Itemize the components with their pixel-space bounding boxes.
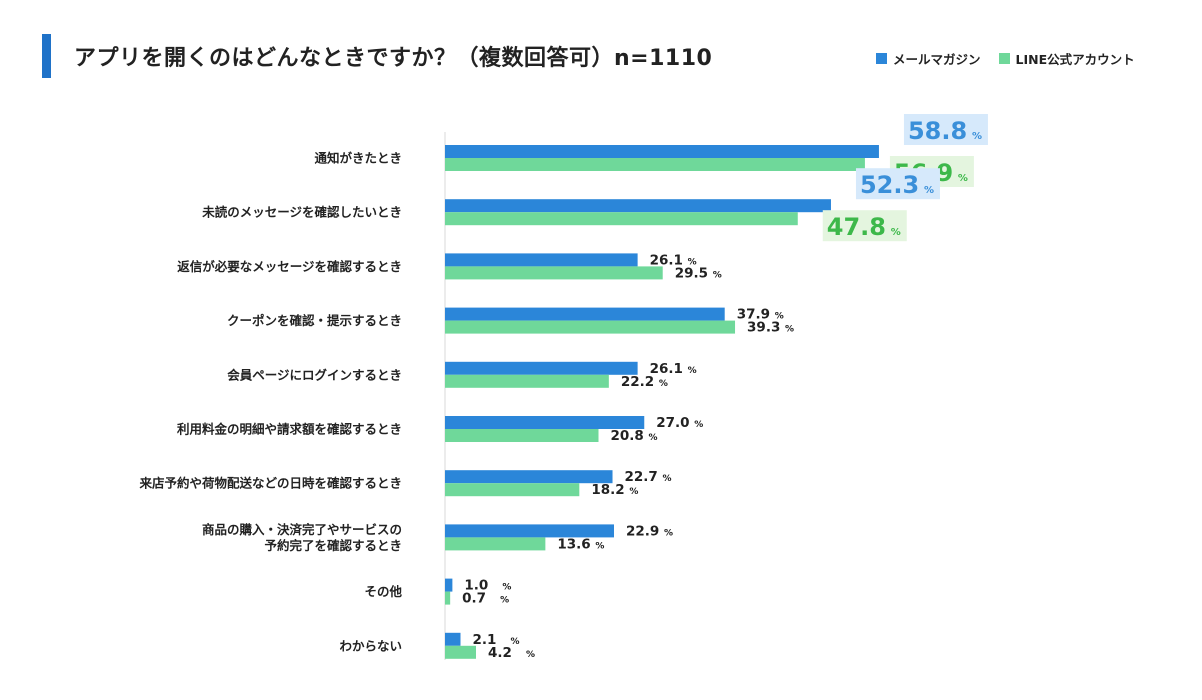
category-label: わからない (339, 638, 402, 653)
percent-sign: % (663, 474, 672, 484)
category-label: 未読のメッセージを確認したいとき (201, 205, 402, 220)
percent-sign: % (924, 185, 934, 196)
bar-mail (445, 632, 461, 646)
percent-sign: % (958, 173, 968, 184)
bar-line (445, 266, 663, 280)
value-label-mail: 27.0 (656, 415, 689, 431)
value-label-line: 4.2 (488, 645, 512, 661)
value-highlight-mail (855, 168, 940, 200)
value-highlight-mail (903, 114, 988, 145)
value-label-mail: 52.3 (860, 171, 919, 199)
bar-line (445, 537, 546, 551)
value-label-line: 39.3 (747, 320, 780, 336)
legend-label-line: LINE公式アカウント (1015, 52, 1135, 67)
percent-sign: % (659, 379, 668, 389)
value-label-line: 18.2 (591, 482, 624, 498)
category-label: 返信が必要なメッセージを確認するとき (177, 259, 402, 274)
category-label: クーポンを確認・提示するとき (227, 313, 402, 328)
bar-mail (445, 416, 645, 429)
bar-line (445, 374, 609, 388)
category-label: 利用料金の明細や請求額を確認するとき (177, 422, 402, 437)
bar-line (445, 591, 451, 605)
value-label-mail: 1.0 (464, 578, 488, 594)
title-accent-bar (42, 34, 51, 78)
value-label-mail: 2.1 (472, 632, 496, 648)
bar-mail (445, 145, 879, 158)
bar-line (445, 645, 476, 659)
percent-sign: % (510, 637, 519, 647)
legend-item-line: LINE公式アカウント (998, 49, 1135, 68)
category-label: 通知がきたとき (314, 151, 402, 166)
percent-sign: % (694, 420, 703, 430)
percent-sign: % (629, 487, 638, 497)
bar-mail (445, 578, 453, 592)
percent-sign: % (688, 366, 697, 376)
category-label: 商品の購入・決済完了やサービスの (202, 522, 402, 537)
bar-mail (445, 253, 638, 267)
legend-swatch-line (998, 53, 1010, 64)
category-label: 会員ページにログインするとき (227, 367, 402, 382)
category-label: その他 (364, 584, 402, 599)
value-label-line: 47.8 (827, 213, 886, 241)
legend-item-mail: メールマガジン (876, 49, 981, 68)
category-label: 来店予約や荷物配送などの日時を確認するとき (138, 476, 402, 491)
value-label-line: 22.2 (621, 374, 654, 390)
percent-sign: % (972, 131, 982, 142)
chart-title: アプリを開くのはどんなときですか？（複数回答可）n=1110 (74, 46, 713, 71)
legend-swatch-mail (876, 53, 887, 64)
category-label: 予約完了を確認するとき (264, 538, 402, 553)
value-highlight-line (822, 210, 907, 242)
bar-mail (445, 470, 613, 484)
bar-mail (445, 307, 725, 321)
percent-sign: % (785, 325, 794, 335)
bar-mail (445, 524, 615, 538)
percent-sign: % (500, 596, 509, 606)
percent-sign: % (891, 227, 901, 238)
percent-sign: % (595, 541, 604, 551)
bar-line (445, 212, 798, 226)
legend: メールマガジン LINE公式アカウント (876, 49, 1153, 68)
percent-sign: % (775, 312, 784, 322)
bar-mail (445, 361, 638, 375)
value-label-mail: 22.9 (626, 523, 659, 539)
value-label-mail: 37.9 (737, 307, 770, 323)
bar-mail (445, 199, 831, 213)
value-label-mail: 26.1 (650, 361, 683, 377)
bar-line (445, 429, 599, 442)
value-label-mail: 26.1 (650, 252, 683, 268)
value-label-mail: 22.7 (625, 469, 658, 485)
value-label-line: 0.7 (462, 591, 486, 607)
percent-sign: % (713, 270, 722, 280)
bar-line (445, 320, 736, 334)
percent-sign: % (526, 650, 535, 660)
percent-sign: % (664, 528, 673, 538)
value-label-mail: 58.8 (908, 117, 967, 145)
value-label-line: 20.8 (611, 428, 644, 444)
percent-sign: % (688, 257, 697, 267)
value-label-line: 13.6 (557, 536, 590, 552)
legend-label-mail: メールマガジン (893, 52, 981, 67)
value-label-line: 29.5 (675, 265, 708, 281)
bar-line (445, 483, 580, 497)
percent-sign: % (649, 433, 658, 443)
bar-line (445, 158, 865, 171)
percent-sign: % (502, 583, 511, 593)
